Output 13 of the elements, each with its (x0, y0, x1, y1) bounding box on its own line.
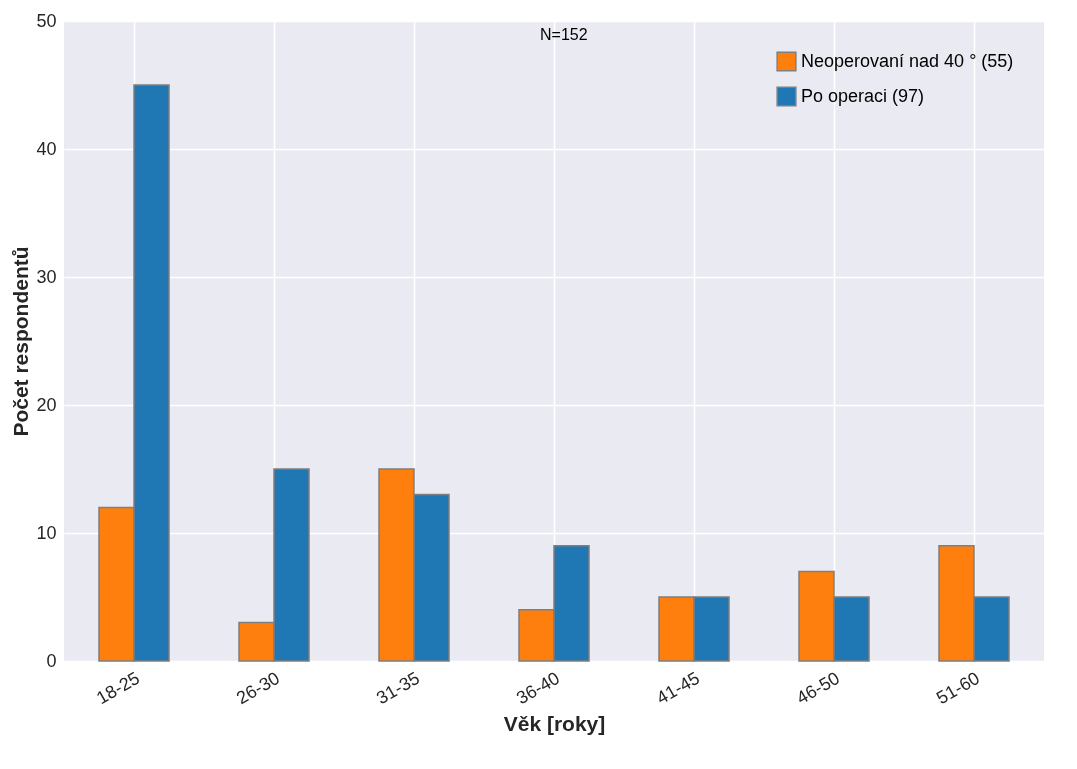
y-tick-label: 20 (36, 394, 57, 415)
y-tick-label: 10 (36, 522, 57, 543)
y-axis-title: Počet respondentů (9, 246, 33, 437)
y-tick-label: 40 (36, 138, 57, 159)
legend-label: Po operaci (97) (801, 85, 925, 106)
y-tick-label: 30 (36, 266, 57, 287)
y-tick-label: 0 (46, 650, 57, 671)
x-tick-label: 46-50 (793, 667, 843, 709)
x-axis-title: Věk [roky] (503, 712, 606, 736)
legend-label: Neoperovaní nad 40 ° (55) (801, 50, 1014, 71)
annotation: N=152 (540, 26, 588, 43)
y-tick-label: 50 (36, 10, 57, 31)
x-tick-label: 41-45 (653, 667, 703, 709)
